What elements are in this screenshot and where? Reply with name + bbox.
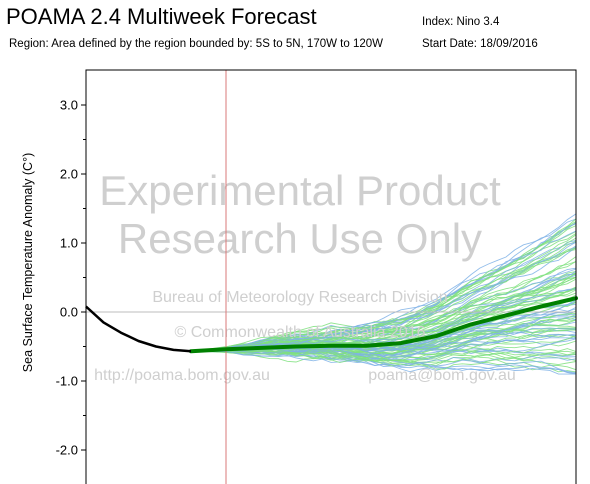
y-tick-label: 0.0 xyxy=(60,305,78,320)
y-tick-label: 3.0 xyxy=(60,98,78,113)
region-label: Region: Area defined by the region bound… xyxy=(9,38,383,50)
watermark-line5: http://poama.bom.gov.au xyxy=(94,367,270,384)
observed-line xyxy=(85,305,192,353)
ensemble-mean-line xyxy=(189,296,578,354)
y-axis-label: Sea Surface Temperature Anomaly (C°) xyxy=(21,153,35,372)
ensemble-member-line xyxy=(190,345,577,362)
y-axis: 3.0 2.0 1.0 0.0 -1.0 -2.0 xyxy=(56,98,86,458)
ensemble-member-line xyxy=(190,241,577,352)
y-tick-label: -1.0 xyxy=(56,374,78,389)
ensemble-member-line xyxy=(190,237,577,352)
watermark-line4: © Commonwealth of Australia 2016 xyxy=(174,324,425,341)
watermark-line3: Bureau of Meteorology Research Division xyxy=(152,289,447,306)
watermark-line2: Research Use Only xyxy=(118,215,482,262)
watermark-line6: poama@bom.gov.au xyxy=(368,367,516,384)
ensemble-member-line xyxy=(190,350,577,375)
ensemble-member-line xyxy=(190,218,577,352)
watermark: Experimental Product Research Use Only B… xyxy=(94,167,516,384)
chart-title: POAMA 2.4 Multiweek Forecast xyxy=(6,4,317,29)
y-tick-label: -2.0 xyxy=(56,443,78,458)
watermark-line1: Experimental Product xyxy=(99,167,501,214)
ensemble-member-line xyxy=(190,350,577,374)
start-date-label: Start Date: 18/09/2016 xyxy=(422,38,538,50)
y-tick-label: 2.0 xyxy=(60,167,78,182)
y-tick-label: 1.0 xyxy=(60,236,78,251)
ensemble-member-line xyxy=(190,287,577,352)
ensemble-member-line xyxy=(190,337,577,360)
index-label: Index: Nino 3.4 xyxy=(422,16,500,28)
